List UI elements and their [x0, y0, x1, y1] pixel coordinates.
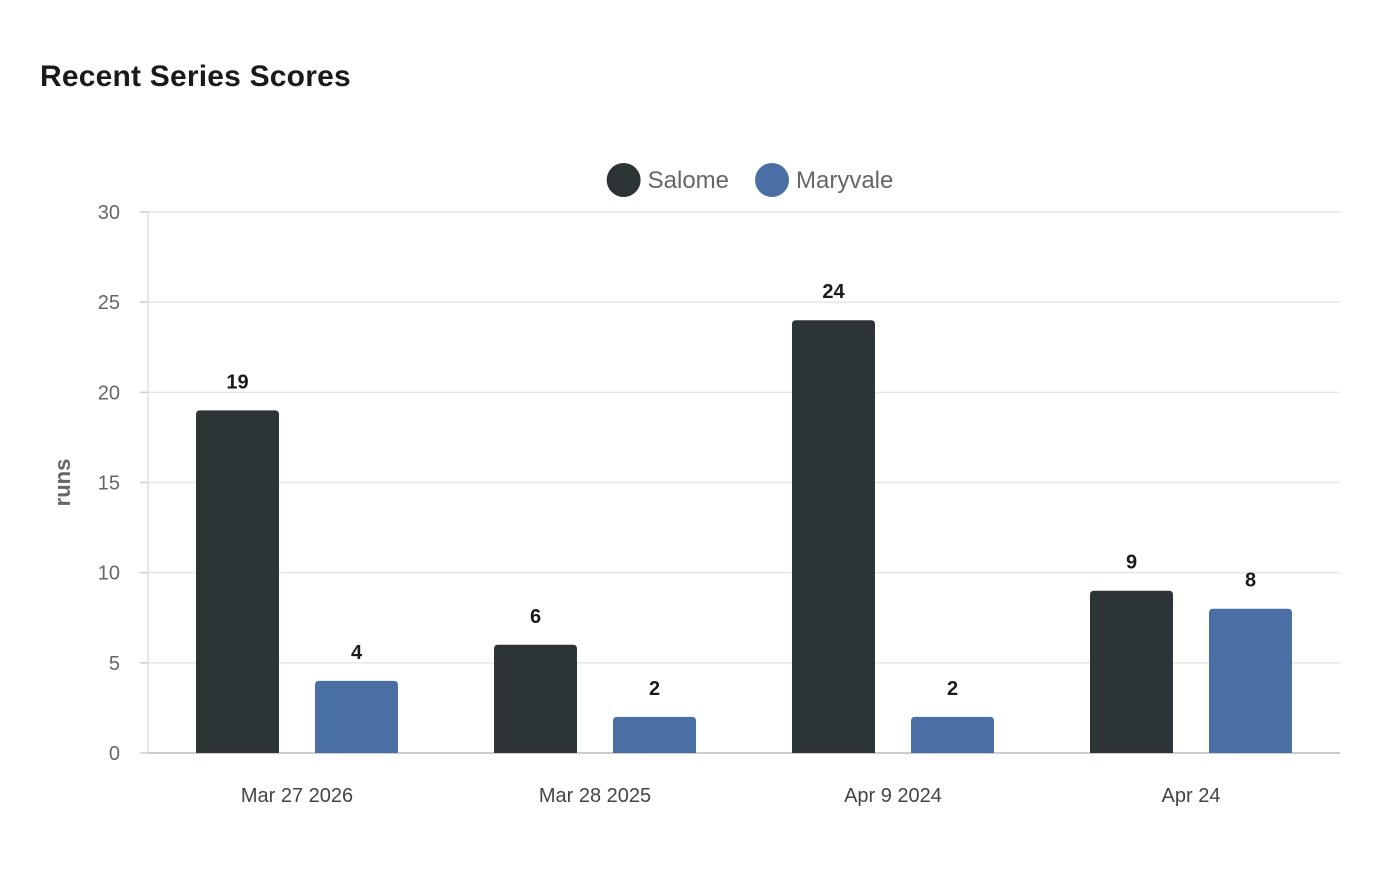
- y-tick-label-30: 30: [98, 202, 120, 224]
- legend-marker-maryvale: [755, 163, 790, 197]
- gridlines: [148, 211, 1340, 664]
- bar-maryvale-apr-9-2024[interactable]: [911, 716, 994, 753]
- legend-marker-salome: [606, 163, 641, 197]
- y-tick-label-20: 20: [98, 382, 120, 404]
- x-tick-label-apr-9-2024: Apr 9 2024: [844, 785, 942, 807]
- data-label-maryvale-mar-28-2025: 2: [649, 678, 660, 700]
- legend-item-maryvale[interactable]: Maryvale: [755, 163, 893, 197]
- bar-salome-apr-9-2024[interactable]: [792, 320, 875, 753]
- bar-salome-mar-27-2026[interactable]: [196, 410, 279, 753]
- legend-label-salome: Salome: [648, 167, 729, 194]
- legend[interactable]: Salome Maryvale: [606, 163, 894, 197]
- data-label-maryvale-apr-24: 8: [1245, 570, 1256, 592]
- data-label-maryvale-apr-9-2024: 2: [947, 678, 958, 700]
- data-label-salome-apr-9-2024: 24: [822, 281, 845, 303]
- bar-salome-apr-24[interactable]: [1090, 590, 1173, 753]
- x-tick-label-apr-24: Apr 24: [1162, 785, 1221, 807]
- y-tick-label-10: 10: [98, 563, 120, 585]
- bar-maryvale-mar-28-2025[interactable]: [613, 716, 696, 753]
- y-tick-label-0: 0: [109, 743, 120, 765]
- y-tick-label-25: 25: [98, 292, 120, 314]
- data-label-salome-mar-27-2026: 19: [226, 371, 248, 393]
- bar-maryvale-mar-27-2026[interactable]: [315, 680, 398, 753]
- chart-title: Recent Series Scores: [40, 60, 351, 93]
- data-label-salome-apr-24: 9: [1126, 552, 1137, 574]
- x-tick-label-mar-28-2025: Mar 28 2025: [539, 785, 651, 807]
- bars: [196, 320, 1292, 753]
- y-tick-label-5: 5: [109, 653, 120, 675]
- y-axis-title: runs: [50, 459, 75, 507]
- y-tick-label-15: 15: [98, 473, 120, 495]
- x-tick-label-mar-27-2026: Mar 27 2026: [241, 785, 353, 807]
- bar-maryvale-apr-24[interactable]: [1209, 608, 1292, 753]
- legend-label-maryvale: Maryvale: [796, 167, 893, 194]
- data-labels: 19 4 6 2 24 2 9 8: [226, 281, 1256, 700]
- data-label-salome-mar-28-2025: 6: [530, 606, 541, 628]
- data-label-maryvale-mar-27-2026: 4: [351, 642, 363, 664]
- legend-item-salome[interactable]: Salome: [606, 163, 729, 197]
- bar-salome-mar-28-2025[interactable]: [494, 644, 577, 753]
